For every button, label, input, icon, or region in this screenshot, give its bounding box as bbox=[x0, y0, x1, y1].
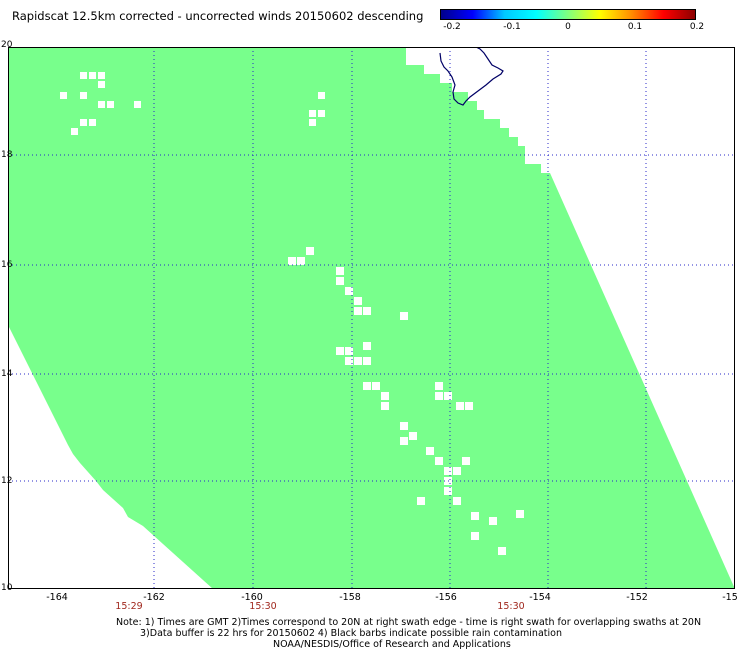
lon-label: -156 bbox=[435, 592, 457, 603]
data-gap-cell bbox=[98, 101, 105, 108]
data-gap-cell bbox=[471, 512, 479, 520]
map-frame bbox=[8, 47, 735, 589]
lon-label: -158 bbox=[339, 592, 361, 603]
data-gap-cell bbox=[107, 101, 114, 108]
data-gap-cell bbox=[453, 497, 461, 505]
data-gap-cell bbox=[80, 92, 87, 99]
data-gap-cell bbox=[80, 119, 87, 126]
data-gap-cell bbox=[417, 497, 425, 505]
lat-label: 18 bbox=[1, 150, 13, 160]
data-gap-cell bbox=[336, 277, 344, 285]
lon-label: -164 bbox=[46, 592, 68, 603]
data-gap-cell bbox=[453, 467, 461, 475]
data-gap-cell bbox=[345, 347, 353, 355]
time-label: 15:30 bbox=[249, 601, 277, 612]
data-gap-cell bbox=[444, 467, 452, 475]
data-gap-cell bbox=[498, 547, 506, 555]
lat-label: 16 bbox=[1, 260, 13, 270]
lat-label: 20 bbox=[1, 40, 13, 50]
data-gap-cell bbox=[336, 267, 344, 275]
data-gap-cell bbox=[71, 128, 78, 135]
data-gap-cell bbox=[444, 487, 452, 495]
data-gap-cell bbox=[98, 72, 105, 79]
footnote-line-2: 3)Data buffer is 22 hrs for 20150602 4) … bbox=[140, 628, 562, 639]
color-scale-bar bbox=[440, 9, 696, 20]
data-gap-cell bbox=[354, 357, 362, 365]
data-gap-cell bbox=[400, 312, 408, 320]
data-gap-cell bbox=[462, 457, 470, 465]
data-gap-cell bbox=[318, 110, 325, 117]
data-gap-cell bbox=[400, 437, 408, 445]
lat-label: 10 bbox=[1, 583, 13, 593]
data-gap-cell bbox=[489, 517, 497, 525]
data-gap-cell bbox=[363, 382, 371, 390]
data-gap-cell bbox=[89, 119, 96, 126]
footnote-line-3: NOAA/NESDIS/Office of Research and Appli… bbox=[273, 639, 511, 650]
lon-label: -160 bbox=[241, 592, 263, 603]
data-gap-cell bbox=[516, 510, 524, 518]
footnote-line-1: Note: 1) Times are GMT 2)Times correspon… bbox=[116, 617, 702, 628]
color-scale-label: -0.1 bbox=[503, 22, 521, 32]
time-label: 15:29 bbox=[115, 601, 143, 612]
data-gap-cell bbox=[426, 447, 434, 455]
data-gap-cell bbox=[89, 72, 96, 79]
data-gap-cell bbox=[435, 392, 443, 400]
data-gap-cell bbox=[134, 101, 141, 108]
data-gap-cell bbox=[435, 457, 443, 465]
swath-area bbox=[8, 47, 735, 589]
data-gap-cell bbox=[309, 110, 316, 117]
map-title: Rapidscat 12.5km corrected - uncorrected… bbox=[12, 9, 424, 23]
coastline-big-island bbox=[439, 47, 504, 106]
lon-label: -162 bbox=[143, 592, 165, 603]
data-gap-cell bbox=[363, 342, 371, 350]
data-gap-cell bbox=[444, 392, 452, 400]
data-gap-cell bbox=[98, 81, 105, 88]
lon-label: -154 bbox=[529, 592, 551, 603]
data-gap-cell bbox=[354, 307, 362, 315]
data-gap-cell bbox=[60, 92, 67, 99]
wind-difference-map bbox=[8, 47, 735, 589]
data-gap-cell bbox=[435, 382, 443, 390]
scatterometer-swath bbox=[8, 47, 735, 589]
data-gap-cell bbox=[465, 402, 473, 410]
data-gap-cell bbox=[80, 72, 87, 79]
data-gap-cell bbox=[354, 297, 362, 305]
data-gap-cell bbox=[345, 287, 353, 295]
data-gap-cell bbox=[345, 357, 353, 365]
data-gap-cell bbox=[318, 92, 325, 99]
data-gap-cell bbox=[381, 402, 389, 410]
lat-label: 12 bbox=[1, 476, 13, 486]
color-scale-label: 0.1 bbox=[627, 22, 643, 32]
data-gap-cell bbox=[372, 382, 380, 390]
color-scale-label: 0.2 bbox=[689, 22, 705, 32]
lon-label: -152 bbox=[626, 592, 648, 603]
data-gap-cell bbox=[297, 257, 305, 265]
data-gap-cell bbox=[363, 357, 371, 365]
data-gap-cell bbox=[309, 119, 316, 126]
data-gap-cell bbox=[471, 532, 479, 540]
data-gap-cell bbox=[381, 392, 389, 400]
color-scale-label: -0.2 bbox=[443, 22, 461, 32]
data-gap-cell bbox=[288, 257, 296, 265]
data-gap-cell bbox=[306, 247, 314, 255]
data-gap-cell bbox=[456, 402, 464, 410]
data-gap-cell bbox=[363, 307, 371, 315]
time-label: 15:30 bbox=[497, 601, 525, 612]
data-gap-cell bbox=[409, 432, 417, 440]
color-scale-label: 0 bbox=[565, 22, 571, 32]
data-gap-cell bbox=[400, 422, 408, 430]
data-gap-cell bbox=[336, 347, 344, 355]
lon-label: -15 bbox=[722, 592, 738, 603]
lat-label: 14 bbox=[1, 369, 13, 379]
